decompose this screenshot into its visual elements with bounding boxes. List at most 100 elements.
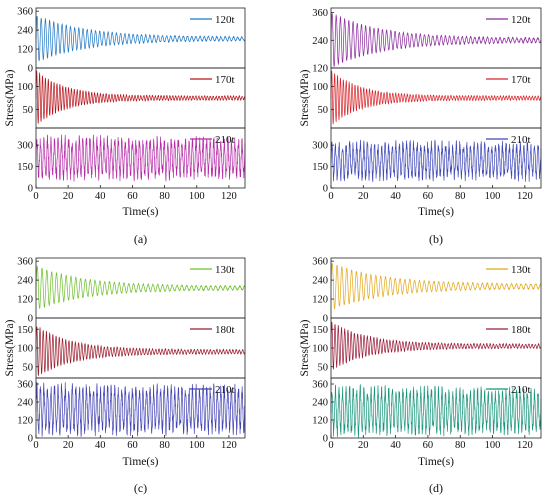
y-axis-label: Stress(MPa) xyxy=(4,319,16,376)
legend-label-1: 180t xyxy=(511,324,531,336)
y-tick-label-1-0: 50 xyxy=(23,362,34,373)
series-line-1 xyxy=(330,70,542,125)
panel-label: (d) xyxy=(429,481,443,495)
y-tick-label-1-1: 100 xyxy=(312,82,328,93)
y-tick-label-2-1: 120 xyxy=(17,416,33,427)
legend-label-0: 120t xyxy=(511,14,531,26)
y-tick-label-1-0: 50 xyxy=(318,105,329,116)
y-tick-label-2-2: 240 xyxy=(17,398,33,409)
x-tick-label-5: 100 xyxy=(485,191,501,202)
chart-panel-3: 0 120 240 360 130t 50 100 150 180t 0 120 240 360 210t… xyxy=(299,257,542,495)
x-tick-label-0: 0 xyxy=(328,191,333,202)
x-tick-label-3: 60 xyxy=(127,191,138,202)
y-tick-label-1-0: 50 xyxy=(23,105,34,116)
x-tick-label-6: 120 xyxy=(221,191,237,202)
y-tick-label-1-2: 150 xyxy=(17,325,33,336)
y-tick-label-2-0: 0 xyxy=(323,184,328,195)
subplot-frame-1 xyxy=(35,317,246,379)
y-tick-label-1-2: 150 xyxy=(312,325,328,336)
y-tick-label-2-1: 150 xyxy=(312,162,328,173)
x-tick-label-4: 80 xyxy=(159,440,170,451)
y-tick-label-0-1: 120 xyxy=(17,45,33,56)
series-line-0 xyxy=(35,15,246,62)
x-tick-label-3: 60 xyxy=(423,191,434,202)
subplot-frame-2 xyxy=(330,377,542,439)
y-tick-label-2-0: 0 xyxy=(323,434,328,445)
y-tick-label-0-2: 240 xyxy=(17,26,33,37)
x-tick-label-5: 100 xyxy=(189,191,205,202)
y-tick-label-0-3: 360 xyxy=(17,7,33,18)
panel-label: (b) xyxy=(429,232,443,246)
legend-label-0: 130t xyxy=(215,264,235,276)
legend-label-1: 180t xyxy=(215,324,235,336)
y-tick-label-0-0: 0 xyxy=(323,314,328,325)
x-tick-label-6: 120 xyxy=(221,440,237,451)
y-tick-label-0-3: 360 xyxy=(312,257,328,268)
chart-panel-0: 0 120 240 360 120t 50 100 170t 0 150 300 210t 0 20 40 6… xyxy=(4,7,246,246)
series-line-2 xyxy=(330,384,542,438)
x-tick-label-2: 40 xyxy=(390,440,401,451)
y-tick-label-2-1: 150 xyxy=(17,162,33,173)
series-line-0 xyxy=(330,262,542,310)
x-axis-label: Time(s) xyxy=(418,206,454,218)
series-line-1 xyxy=(35,70,246,124)
chart-panel-2: 0 120 240 360 130t 50 100 150 180t 0 120 240 360 210t… xyxy=(4,257,246,495)
y-tick-label-0-2: 240 xyxy=(17,276,33,287)
x-tick-label-4: 80 xyxy=(455,440,466,451)
x-tick-label-2: 40 xyxy=(95,440,106,451)
x-tick-label-3: 60 xyxy=(423,440,434,451)
y-tick-label-0-0: 0 xyxy=(28,314,33,325)
y-tick-label-1-0: 50 xyxy=(318,362,329,373)
x-tick-label-3: 60 xyxy=(127,440,138,451)
panel-label: (a) xyxy=(134,232,147,246)
x-axis-label: Time(s) xyxy=(123,206,159,218)
subplot-frame-2 xyxy=(330,127,542,189)
series-line-0 xyxy=(330,13,542,67)
y-tick-label-2-3: 360 xyxy=(312,380,328,391)
y-tick-label-0-0: 120 xyxy=(312,64,328,75)
x-axis-label: Time(s) xyxy=(418,456,454,468)
y-tick-label-1-1: 100 xyxy=(17,344,33,355)
y-tick-label-0-0: 0 xyxy=(28,64,33,75)
y-tick-label-2-3: 360 xyxy=(17,380,33,391)
y-tick-label-2-2: 240 xyxy=(312,398,328,409)
subplot-frame-2 xyxy=(35,377,246,439)
series-line-2 xyxy=(35,381,246,437)
series-line-1 xyxy=(330,321,542,370)
x-tick-label-2: 40 xyxy=(390,191,401,202)
x-tick-label-0: 0 xyxy=(33,191,38,202)
y-tick-label-2-0: 0 xyxy=(28,434,33,445)
x-tick-label-5: 100 xyxy=(485,440,501,451)
chart-panel-1: 120 240 360 120t 50 100 170t 0 150 300 210t 0 20 40 60… xyxy=(299,7,542,246)
y-tick-label-2-2: 300 xyxy=(312,141,328,152)
legend-label-2: 210t xyxy=(511,134,531,146)
x-axis-label: Time(s) xyxy=(123,456,159,468)
x-tick-label-4: 80 xyxy=(159,191,170,202)
y-tick-label-1-1: 100 xyxy=(312,344,328,355)
y-tick-label-2-0: 0 xyxy=(28,184,33,195)
y-tick-label-2-1: 120 xyxy=(312,416,328,427)
legend-label-2: 210t xyxy=(215,384,235,396)
y-tick-label-0-2: 240 xyxy=(312,276,328,287)
y-axis-label: Stress(MPa) xyxy=(299,319,311,376)
series-line-0 xyxy=(35,265,246,309)
legend-label-0: 120t xyxy=(215,14,235,26)
y-tick-label-0-2: 360 xyxy=(312,8,328,19)
x-tick-label-6: 120 xyxy=(517,191,533,202)
x-tick-label-1: 20 xyxy=(358,440,369,451)
panel-label: (c) xyxy=(134,481,147,495)
y-tick-label-0-1: 240 xyxy=(312,36,328,47)
x-tick-label-4: 80 xyxy=(455,191,466,202)
x-tick-label-5: 100 xyxy=(189,440,205,451)
y-tick-label-1-1: 100 xyxy=(17,82,33,93)
x-tick-label-1: 20 xyxy=(358,191,369,202)
legend-label-0: 130t xyxy=(511,264,531,276)
legend-label-1: 170t xyxy=(511,74,531,86)
legend-label-2: 210t xyxy=(215,134,235,146)
legend-label-1: 170t xyxy=(215,74,235,86)
y-tick-label-0-1: 120 xyxy=(17,295,33,306)
x-tick-label-1: 20 xyxy=(63,191,74,202)
x-tick-label-6: 120 xyxy=(517,440,533,451)
series-line-2 xyxy=(35,134,246,182)
